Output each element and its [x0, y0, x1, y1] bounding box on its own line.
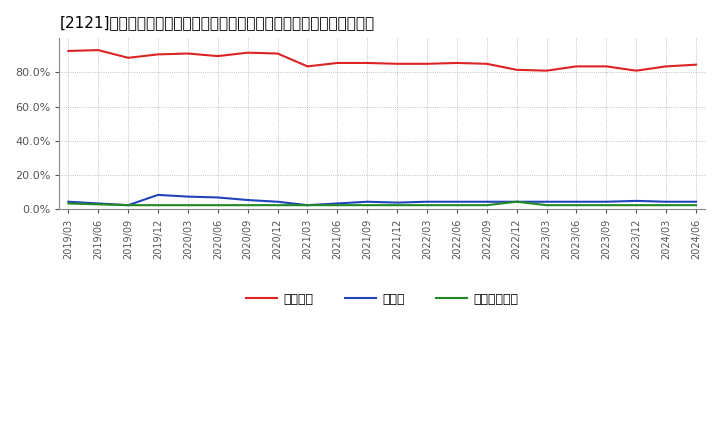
繰延税金資産 [692, 202, 701, 208]
自己資本 [632, 68, 641, 73]
自己資本 [453, 60, 462, 66]
Legend: 自己資本, のれん, 繰延税金資産: 自己資本, のれん, 繰延税金資産 [241, 288, 523, 311]
自己資本 [214, 54, 222, 59]
自己資本 [423, 61, 431, 66]
自己資本 [94, 48, 102, 53]
自己資本 [662, 64, 670, 69]
のれん [572, 199, 581, 205]
自己資本 [513, 67, 521, 73]
自己資本 [124, 55, 132, 60]
繰延税金資産 [274, 202, 282, 208]
のれん [632, 198, 641, 204]
繰延税金資産 [363, 202, 372, 208]
繰延税金資産 [333, 202, 342, 208]
繰延税金資産 [184, 202, 192, 208]
繰延税金資産 [602, 202, 611, 208]
自己資本 [184, 51, 192, 56]
繰延税金資産 [453, 202, 462, 208]
Line: 繰延税金資産: 繰延税金資産 [68, 202, 696, 205]
繰延税金資産 [513, 199, 521, 205]
自己資本 [482, 61, 491, 66]
のれん [692, 199, 701, 205]
自己資本 [303, 64, 312, 69]
のれん [303, 202, 312, 208]
のれん [662, 199, 670, 205]
自己資本 [333, 60, 342, 66]
繰延税金資産 [632, 202, 641, 208]
のれん [124, 202, 132, 208]
のれん [542, 199, 551, 205]
のれん [153, 192, 162, 198]
Line: のれん: のれん [68, 195, 696, 205]
繰延税金資産 [303, 202, 312, 208]
自己資本 [274, 51, 282, 56]
のれん [393, 200, 402, 205]
のれん [602, 199, 611, 205]
繰延税金資産 [572, 202, 581, 208]
のれん [243, 198, 252, 203]
のれん [184, 194, 192, 199]
自己資本 [602, 64, 611, 69]
のれん [274, 199, 282, 205]
自己資本 [692, 62, 701, 67]
のれん [333, 201, 342, 206]
自己資本 [393, 61, 402, 66]
のれん [482, 199, 491, 205]
繰延税金資産 [393, 202, 402, 208]
のれん [64, 199, 73, 205]
のれん [453, 199, 462, 205]
自己資本 [64, 48, 73, 54]
のれん [363, 199, 372, 205]
自己資本 [572, 64, 581, 69]
自己資本 [243, 50, 252, 55]
繰延税金資産 [214, 202, 222, 208]
繰延税金資産 [124, 202, 132, 208]
繰延税金資産 [243, 202, 252, 208]
繰延税金資産 [423, 202, 431, 208]
Line: 自己資本: 自己資本 [68, 50, 696, 71]
のれん [513, 199, 521, 205]
繰延税金資産 [482, 202, 491, 208]
繰延税金資産 [662, 202, 670, 208]
のれん [423, 199, 431, 205]
繰延税金資産 [94, 202, 102, 207]
繰延税金資産 [153, 202, 162, 208]
繰延税金資産 [64, 201, 73, 206]
自己資本 [153, 52, 162, 57]
のれん [214, 195, 222, 200]
自己資本 [542, 68, 551, 73]
自己資本 [363, 60, 372, 66]
Text: [2121]　自己資本、のれん、繰延税金資産の総資産に対する比率の推移: [2121] 自己資本、のれん、繰延税金資産の総資産に対する比率の推移 [60, 15, 374, 30]
のれん [94, 201, 102, 206]
繰延税金資産 [542, 202, 551, 208]
